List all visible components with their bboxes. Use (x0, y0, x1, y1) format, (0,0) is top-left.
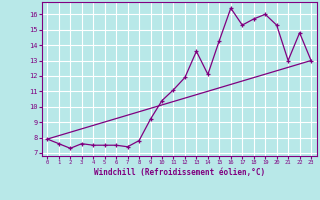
X-axis label: Windchill (Refroidissement éolien,°C): Windchill (Refroidissement éolien,°C) (94, 168, 265, 177)
